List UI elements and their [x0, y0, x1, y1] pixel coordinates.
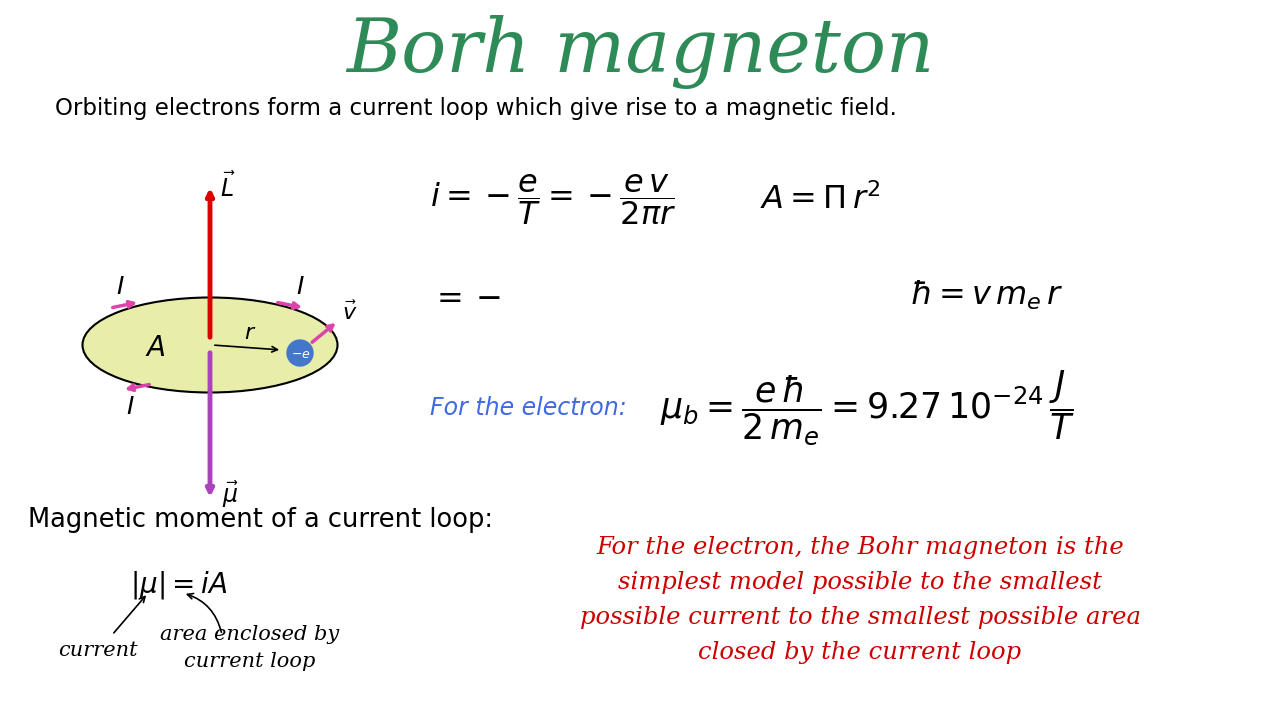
Text: $= -$: $= -$ [430, 282, 500, 313]
Text: Magnetic moment of a current loop:: Magnetic moment of a current loop: [28, 507, 493, 533]
Text: $\hbar=v\,m_e\,r$: $\hbar=v\,m_e\,r$ [910, 279, 1064, 312]
Text: $A$: $A$ [145, 335, 165, 361]
Ellipse shape [82, 297, 338, 392]
Text: For the electron, the Bohr magneton is the
simplest model possible to the smalle: For the electron, the Bohr magneton is t… [580, 536, 1140, 664]
Circle shape [287, 340, 314, 366]
Text: $r$: $r$ [244, 322, 256, 344]
Text: $I$: $I$ [125, 395, 134, 418]
Text: For the electron:: For the electron: [430, 396, 627, 420]
Text: $i=-\dfrac{e}{T}=-\dfrac{e\,v}{2\pi r}$: $i=-\dfrac{e}{T}=-\dfrac{e\,v}{2\pi r}$ [430, 173, 676, 228]
Text: $-e$: $-e$ [291, 348, 311, 361]
Text: $I$: $I$ [115, 276, 124, 299]
Text: $\vec{L}$: $\vec{L}$ [220, 172, 236, 202]
Text: Orbiting electrons form a current loop which give rise to a magnetic field.: Orbiting electrons form a current loop w… [55, 96, 897, 120]
Text: $\mu_b=\dfrac{e\,\hbar}{2\,m_e}=9.27\,10^{-24}\,\dfrac{J}{T}$: $\mu_b=\dfrac{e\,\hbar}{2\,m_e}=9.27\,10… [660, 369, 1075, 448]
Text: $|\mu|=iA$: $|\mu|=iA$ [131, 569, 228, 601]
Text: $\vec{v}$: $\vec{v}$ [342, 302, 357, 325]
Text: $I$: $I$ [296, 276, 305, 299]
Text: Borh magneton: Borh magneton [346, 15, 934, 89]
Text: $\vec{\mu}$: $\vec{\mu}$ [221, 480, 238, 510]
Text: $A=\Pi\, r^2$: $A=\Pi\, r^2$ [760, 184, 881, 216]
Text: area enclosed by
current loop: area enclosed by current loop [160, 625, 339, 671]
Text: current: current [58, 641, 137, 660]
